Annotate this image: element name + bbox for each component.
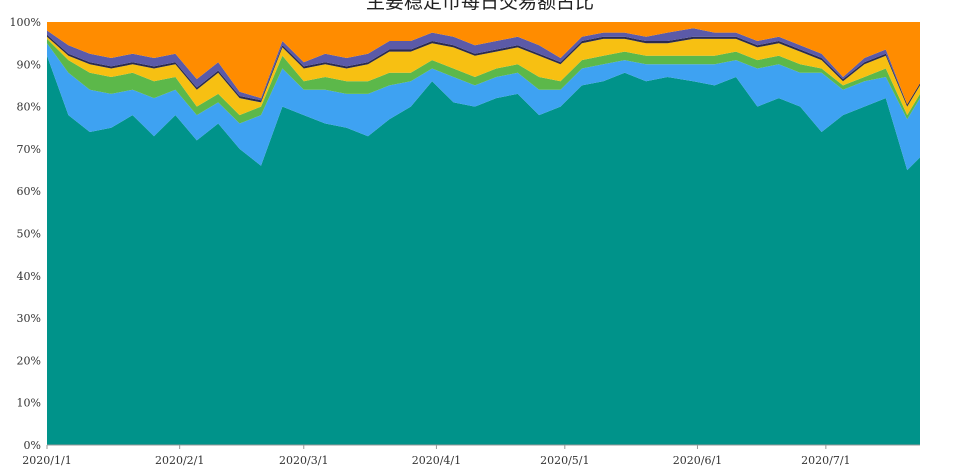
area-series-7 bbox=[47, 22, 920, 105]
y-tick-label: 60% bbox=[17, 185, 41, 198]
y-tick-label: 0% bbox=[24, 439, 41, 452]
y-tick-label: 80% bbox=[17, 101, 41, 114]
x-tick-label: 2020/2/1 bbox=[155, 454, 204, 467]
area-series-3 bbox=[47, 38, 920, 124]
x-tick-label: 2020/1/1 bbox=[22, 454, 71, 467]
area-series-2 bbox=[47, 43, 920, 171]
x-tick-label: 2020/7/1 bbox=[801, 454, 850, 467]
y-tick-label: 40% bbox=[17, 270, 41, 283]
x-tick-label: 2020/6/1 bbox=[673, 454, 722, 467]
chart-title: 主要稳定币每日交易额占比 bbox=[365, 0, 594, 13]
y-tick-label: 10% bbox=[17, 397, 41, 410]
area-series-4 bbox=[47, 36, 920, 116]
y-tick-label: 50% bbox=[17, 228, 41, 241]
x-tick-label: 2020/5/1 bbox=[540, 454, 589, 467]
y-tick-label: 100% bbox=[10, 16, 41, 29]
y-tick-label: 20% bbox=[17, 354, 41, 367]
y-tick-label: 90% bbox=[17, 58, 41, 71]
area-series-1 bbox=[47, 55, 920, 446]
y-tick-label: 30% bbox=[17, 312, 41, 325]
y-tick-label: 70% bbox=[17, 143, 41, 156]
x-tick-label: 2020/3/1 bbox=[279, 454, 328, 467]
x-tick-label: 2020/4/1 bbox=[412, 454, 461, 467]
